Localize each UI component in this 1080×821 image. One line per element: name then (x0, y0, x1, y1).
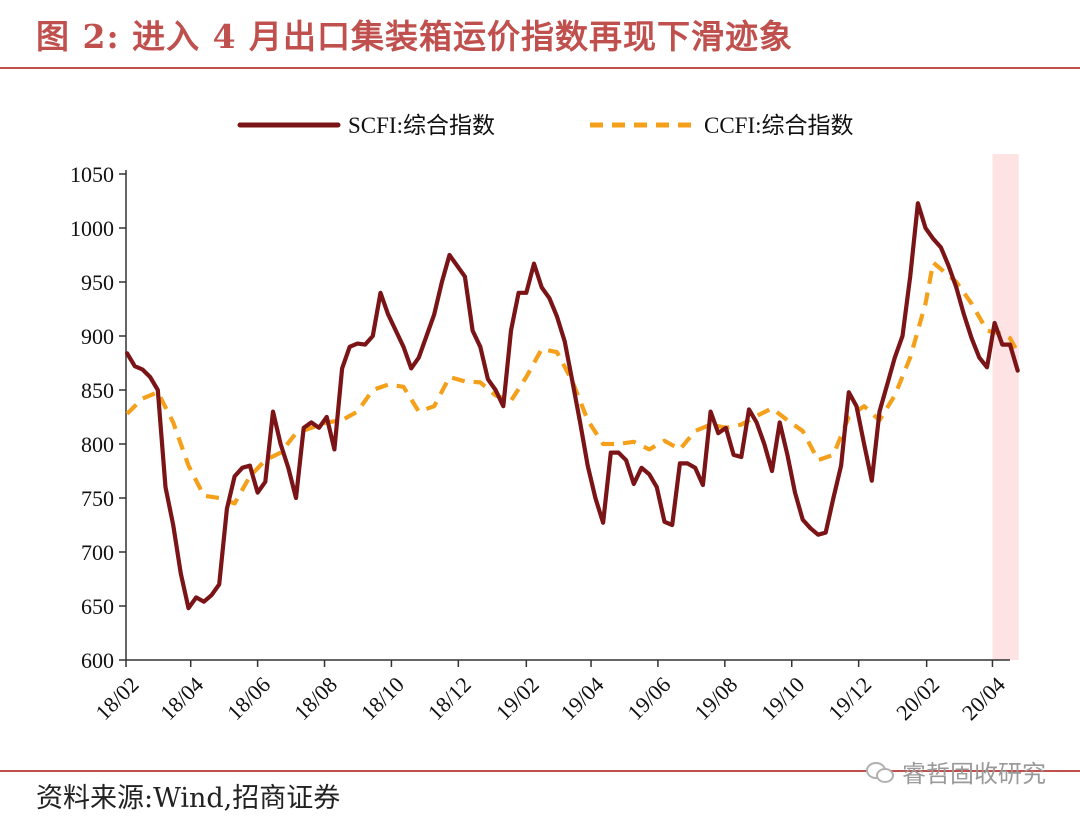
footer-divider (0, 770, 1080, 772)
highlight-band (992, 154, 1019, 660)
x-tick-label: 19/06 (622, 672, 675, 725)
page-title: 图 2: 进入 4 月出口集装箱运价指数再现下滑迹象 (36, 17, 794, 56)
watermark: 睿哲固收研究 (866, 754, 1046, 789)
y-tick-label: 800 (81, 432, 114, 457)
x-tick-label: 19/04 (555, 672, 608, 725)
y-tick-label: 600 (81, 648, 114, 673)
title-divider (0, 67, 1080, 69)
x-tick-label: 18/02 (90, 672, 143, 725)
x-tick-label: 18/12 (423, 672, 476, 725)
y-tick-label: 1050 (70, 162, 114, 187)
source-note: 资料来源:Wind,招商证券 (36, 783, 341, 814)
x-tick-label: 19/08 (689, 672, 742, 725)
x-tick-label: 20/04 (957, 672, 1010, 725)
x-tick-label: 18/04 (155, 672, 208, 725)
x-tick-label: 19/02 (491, 672, 544, 725)
y-tick-label: 650 (81, 594, 114, 619)
x-tick-label: 19/10 (756, 672, 809, 725)
legend-label-scfi: SCFI:综合指数 (348, 113, 495, 138)
wechat-icon (866, 760, 896, 784)
y-tick-label: 1000 (70, 216, 114, 241)
watermark-text: 睿哲固收研究 (902, 760, 1046, 788)
y-tick-label: 750 (81, 486, 114, 511)
x-tick-label: 20/02 (891, 672, 944, 725)
series-line-scfi (125, 201, 1020, 611)
y-tick-label: 950 (81, 270, 114, 295)
x-tick-label: 18/10 (356, 672, 409, 725)
chart-legend: SCFI:综合指数 CCFI:综合指数 (237, 113, 854, 138)
legend-label-ccfi: CCFI:综合指数 (704, 113, 854, 138)
series-line-ccfi (125, 260, 1020, 506)
x-tick-label: 19/12 (823, 672, 876, 725)
series-layer (125, 201, 1020, 611)
y-tick-label: 700 (81, 540, 114, 565)
y-tick-label: 900 (81, 324, 114, 349)
x-tick-label: 18/08 (289, 672, 342, 725)
y-tick-label: 850 (81, 378, 114, 403)
x-tick-label: 18/06 (222, 672, 275, 725)
